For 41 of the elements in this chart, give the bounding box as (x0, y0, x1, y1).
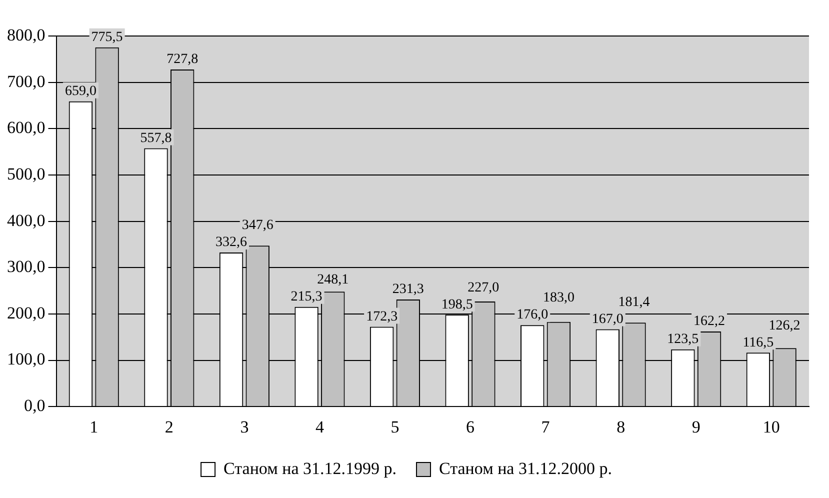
y-tick-label: 0,0 (24, 396, 46, 416)
x-tick-label: 4 (315, 417, 324, 436)
data-label: 775,5 (91, 30, 123, 46)
data-label: 347,6 (242, 218, 274, 234)
data-label: 123,5 (667, 332, 699, 348)
data-label: 231,3 (392, 282, 424, 298)
x-tick-label: 2 (164, 417, 174, 436)
y-tick-label: 400,0 (7, 210, 46, 230)
x-tick-label: 6 (466, 417, 475, 436)
y-tick-label: 600,0 (7, 118, 46, 138)
data-label: 181,4 (618, 294, 650, 310)
data-label: 162,2 (694, 314, 726, 330)
data-label: 116,5 (742, 335, 774, 350)
x-tick-label: 7 (541, 417, 550, 436)
y-tick-label: 100,0 (7, 350, 46, 369)
y-tick-label: 700,0 (7, 72, 46, 91)
x-tick-label: 1 (90, 417, 98, 436)
y-tick-label: 800,0 (7, 25, 46, 44)
data-label: 227,0 (468, 280, 500, 296)
data-label: 126,2 (768, 318, 800, 334)
data-label: 727,8 (166, 52, 198, 68)
data-label: 659,0 (64, 84, 96, 99)
data-label: 167,0 (592, 312, 624, 327)
y-tick-label: 200,0 (7, 303, 46, 322)
data-label: 332,6 (216, 235, 248, 250)
data-label: 172,3 (366, 309, 398, 324)
x-tick-label: 8 (616, 417, 626, 436)
legend-label: Станом на 31.12.1999 р. (224, 458, 397, 478)
x-tick-label: 9 (692, 417, 700, 436)
y-tick-label: 500,0 (7, 164, 46, 184)
y-tick-label: 300,0 (7, 257, 46, 276)
x-tick-label: 3 (240, 417, 249, 436)
data-label: 176,0 (516, 308, 548, 323)
data-label: 198,5 (441, 297, 473, 312)
data-label: 248,1 (317, 272, 349, 288)
x-tick-label: 5 (390, 417, 400, 436)
data-label: 215,3 (290, 290, 322, 305)
data-label: 557,8 (140, 130, 172, 146)
x-tick-label: 10 (762, 417, 780, 436)
data-label: 183,0 (542, 290, 574, 306)
legend-label: Станом на 31.12.2000 р. (439, 458, 612, 478)
